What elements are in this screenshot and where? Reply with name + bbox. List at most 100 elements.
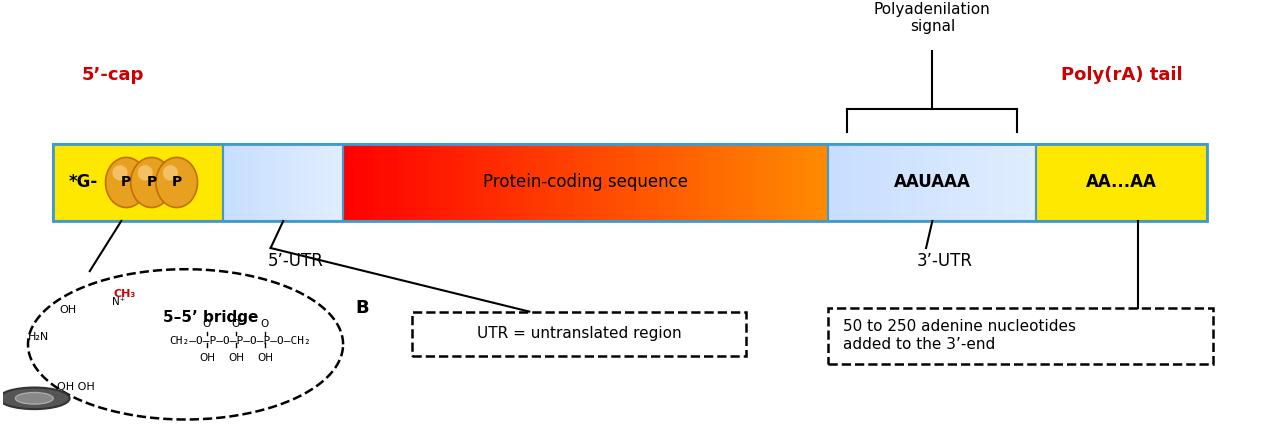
FancyBboxPatch shape	[1037, 144, 1206, 221]
Text: AA...AA: AA...AA	[1086, 173, 1157, 191]
FancyBboxPatch shape	[780, 144, 787, 221]
FancyBboxPatch shape	[958, 144, 962, 221]
FancyBboxPatch shape	[322, 144, 325, 221]
FancyBboxPatch shape	[286, 144, 289, 221]
FancyBboxPatch shape	[610, 144, 618, 221]
FancyBboxPatch shape	[441, 144, 447, 221]
FancyBboxPatch shape	[737, 144, 744, 221]
FancyBboxPatch shape	[833, 144, 837, 221]
Text: CH₂–O–P–O–P–O–P–O–CH₂: CH₂–O–P–O–P–O–P–O–CH₂	[168, 335, 310, 345]
FancyBboxPatch shape	[580, 144, 587, 221]
Ellipse shape	[105, 157, 147, 208]
Text: N⁺: N⁺	[113, 297, 125, 307]
FancyBboxPatch shape	[410, 144, 418, 221]
FancyBboxPatch shape	[338, 144, 342, 221]
FancyBboxPatch shape	[1031, 144, 1036, 221]
Text: OH OH: OH OH	[57, 382, 95, 392]
FancyBboxPatch shape	[227, 144, 229, 221]
FancyBboxPatch shape	[936, 144, 939, 221]
FancyBboxPatch shape	[537, 144, 544, 221]
FancyBboxPatch shape	[300, 144, 303, 221]
FancyBboxPatch shape	[434, 144, 442, 221]
FancyBboxPatch shape	[272, 144, 276, 221]
FancyBboxPatch shape	[927, 144, 931, 221]
FancyBboxPatch shape	[277, 144, 280, 221]
FancyBboxPatch shape	[543, 144, 551, 221]
FancyBboxPatch shape	[622, 144, 629, 221]
FancyBboxPatch shape	[943, 144, 947, 221]
FancyBboxPatch shape	[280, 144, 284, 221]
FancyBboxPatch shape	[810, 144, 818, 221]
FancyBboxPatch shape	[573, 144, 581, 221]
FancyBboxPatch shape	[701, 144, 708, 221]
FancyBboxPatch shape	[877, 144, 881, 221]
FancyBboxPatch shape	[244, 144, 247, 221]
Text: H₂N: H₂N	[28, 332, 48, 342]
FancyBboxPatch shape	[525, 144, 533, 221]
FancyBboxPatch shape	[313, 144, 316, 221]
FancyBboxPatch shape	[842, 144, 846, 221]
FancyBboxPatch shape	[53, 144, 223, 221]
FancyBboxPatch shape	[325, 144, 328, 221]
FancyBboxPatch shape	[261, 144, 263, 221]
FancyBboxPatch shape	[303, 144, 305, 221]
FancyBboxPatch shape	[961, 144, 965, 221]
FancyBboxPatch shape	[993, 144, 996, 221]
FancyBboxPatch shape	[285, 144, 287, 221]
FancyBboxPatch shape	[706, 144, 714, 221]
FancyBboxPatch shape	[1013, 144, 1017, 221]
FancyBboxPatch shape	[304, 144, 306, 221]
FancyBboxPatch shape	[743, 144, 751, 221]
FancyBboxPatch shape	[251, 144, 253, 221]
Text: OH: OH	[228, 353, 244, 363]
Ellipse shape	[138, 165, 153, 181]
FancyBboxPatch shape	[987, 144, 991, 221]
FancyBboxPatch shape	[847, 144, 851, 221]
FancyBboxPatch shape	[268, 144, 271, 221]
FancyBboxPatch shape	[906, 144, 910, 221]
FancyBboxPatch shape	[885, 144, 890, 221]
FancyBboxPatch shape	[689, 144, 696, 221]
FancyBboxPatch shape	[894, 144, 898, 221]
FancyBboxPatch shape	[756, 144, 763, 221]
Circle shape	[0, 387, 70, 409]
Text: 5’-cap: 5’-cap	[82, 66, 144, 84]
FancyBboxPatch shape	[586, 144, 592, 221]
FancyBboxPatch shape	[275, 144, 277, 221]
FancyBboxPatch shape	[628, 144, 636, 221]
Ellipse shape	[163, 165, 179, 181]
FancyBboxPatch shape	[413, 312, 747, 356]
FancyBboxPatch shape	[561, 144, 568, 221]
FancyBboxPatch shape	[237, 144, 239, 221]
FancyBboxPatch shape	[319, 144, 322, 221]
FancyBboxPatch shape	[342, 144, 344, 221]
FancyBboxPatch shape	[333, 144, 335, 221]
FancyBboxPatch shape	[1034, 144, 1038, 221]
FancyBboxPatch shape	[309, 144, 311, 221]
FancyBboxPatch shape	[981, 144, 986, 221]
FancyBboxPatch shape	[1020, 144, 1024, 221]
FancyBboxPatch shape	[1005, 144, 1009, 221]
FancyBboxPatch shape	[1010, 144, 1014, 221]
Text: B: B	[356, 299, 368, 317]
FancyBboxPatch shape	[252, 144, 254, 221]
FancyBboxPatch shape	[260, 144, 262, 221]
Text: 3’-UTR: 3’-UTR	[917, 252, 974, 270]
FancyBboxPatch shape	[253, 144, 256, 221]
FancyBboxPatch shape	[294, 144, 296, 221]
FancyBboxPatch shape	[332, 144, 334, 221]
FancyBboxPatch shape	[979, 144, 982, 221]
FancyBboxPatch shape	[732, 144, 738, 221]
FancyBboxPatch shape	[532, 144, 538, 221]
FancyBboxPatch shape	[985, 144, 989, 221]
FancyBboxPatch shape	[1015, 144, 1019, 221]
FancyBboxPatch shape	[422, 144, 429, 221]
FancyBboxPatch shape	[889, 144, 893, 221]
FancyBboxPatch shape	[591, 144, 599, 221]
Text: OH: OH	[60, 305, 77, 315]
FancyBboxPatch shape	[471, 144, 477, 221]
FancyBboxPatch shape	[823, 144, 829, 221]
FancyBboxPatch shape	[598, 144, 605, 221]
FancyBboxPatch shape	[334, 144, 337, 221]
FancyBboxPatch shape	[658, 144, 666, 221]
